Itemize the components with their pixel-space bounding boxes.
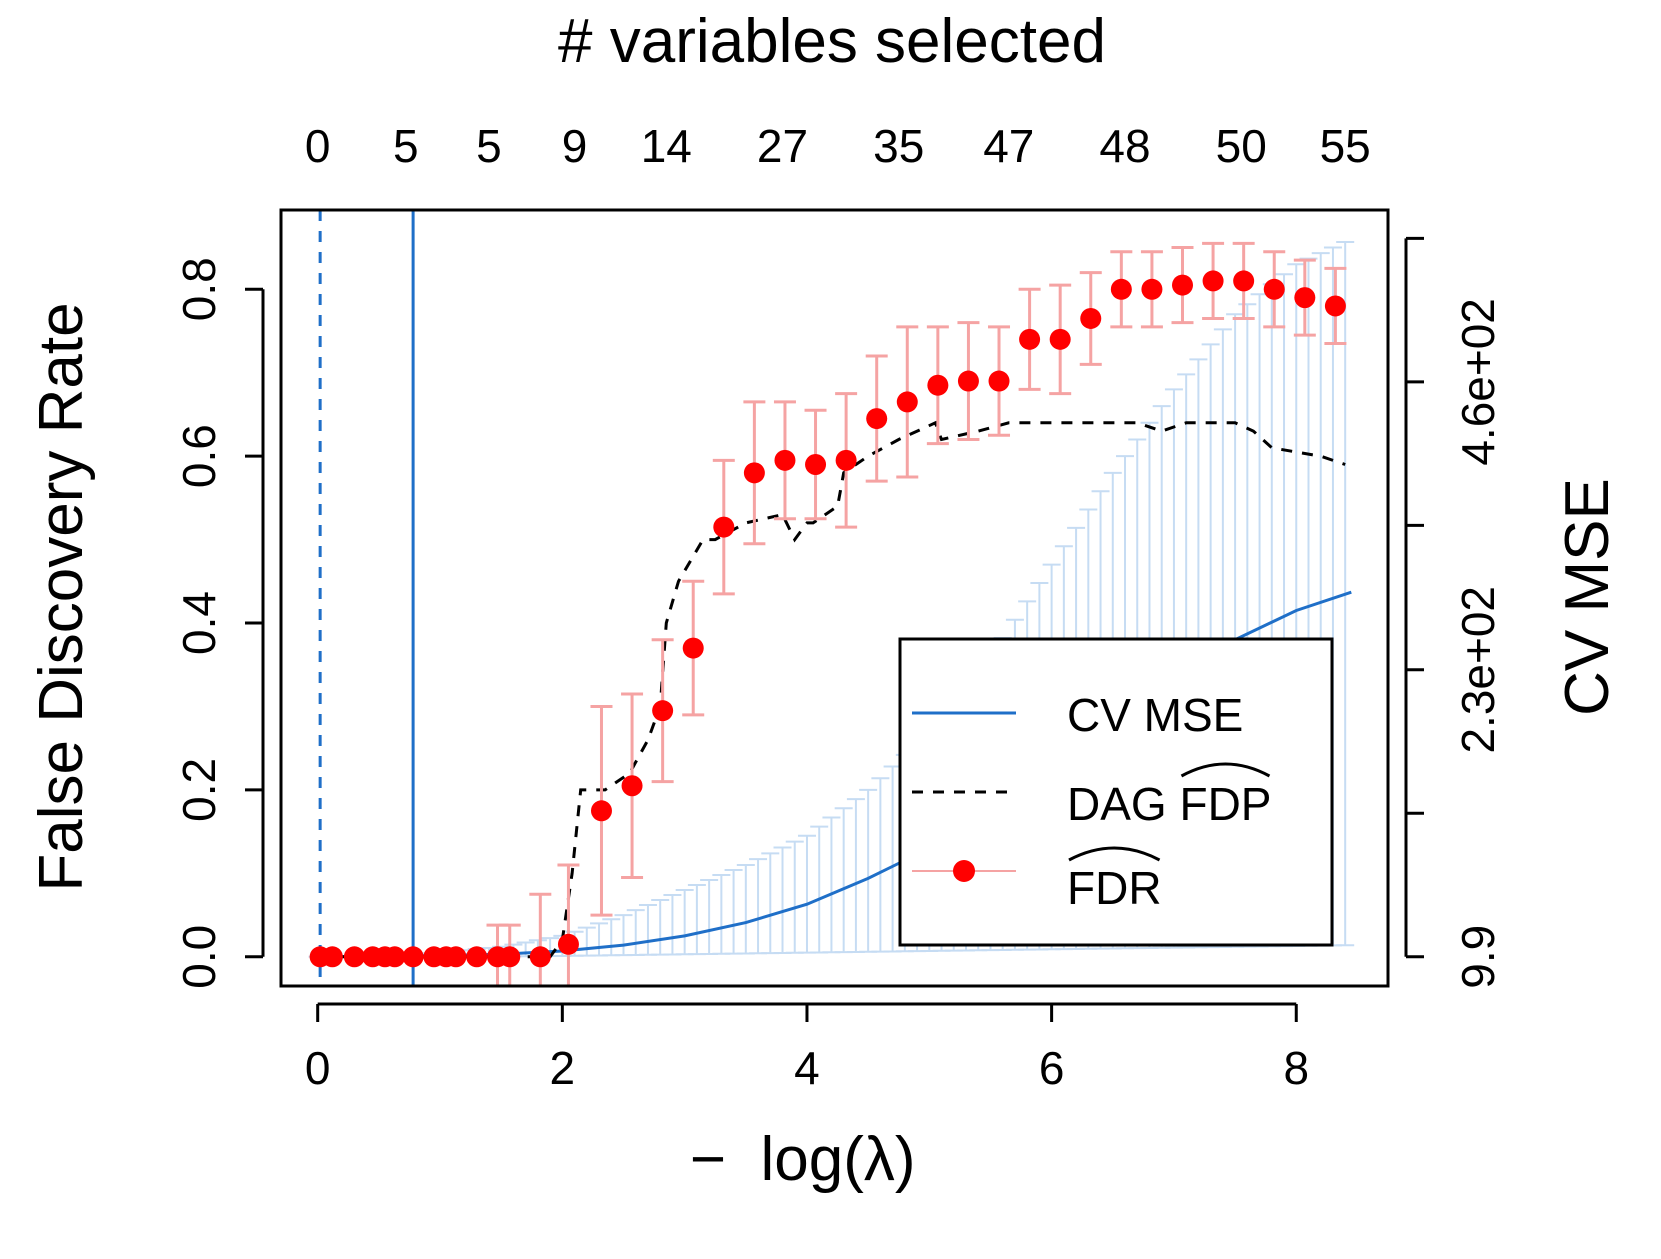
legend-label-fdr: FDR — [1067, 862, 1162, 914]
x-tick-label: 4 — [794, 1042, 820, 1094]
fdr-point — [927, 374, 949, 396]
top-tick-label: 5 — [393, 120, 419, 172]
x-tick-label: 8 — [1283, 1042, 1309, 1094]
top-tick-label: 35 — [873, 120, 924, 172]
fdr-point — [713, 516, 735, 538]
fdr-point — [1019, 328, 1041, 350]
top-axis-title: # variables selected — [558, 7, 1106, 76]
x-axis-title-text: log(λ) — [760, 1125, 915, 1194]
legend-label-fdp: FDP — [1179, 778, 1271, 830]
fdr-point — [652, 700, 674, 722]
fdr-point — [774, 449, 796, 471]
fdr-point — [402, 946, 424, 968]
x-tick-label: 0 — [305, 1042, 331, 1094]
fdr-point — [1233, 270, 1255, 292]
fdr-point — [529, 946, 551, 968]
legend-label-dag-prefix: DAG — [1067, 778, 1179, 830]
x-tick-label: 2 — [550, 1042, 576, 1094]
fdr-point — [466, 946, 488, 968]
fdr-point — [1202, 270, 1224, 292]
legend: CV MSE DAG FDP FDR — [898, 637, 1334, 947]
legend-label-fdr-word: FDR — [1067, 862, 1162, 914]
top-tick-label: 14 — [641, 120, 692, 172]
fdr-point — [1172, 274, 1194, 296]
legend-box — [898, 637, 1334, 947]
fdr-point — [343, 946, 365, 968]
y-tick-label: 0.8 — [173, 257, 225, 321]
y2-tick-label: 9.9 — [1452, 925, 1504, 989]
fdr-point — [1263, 278, 1285, 300]
top-tick-label: 50 — [1216, 120, 1267, 172]
lambda-lines — [318, 210, 415, 986]
y-tick-label: 0.2 — [173, 758, 225, 822]
x-tick-label: 6 — [1039, 1042, 1065, 1094]
fdr-point — [1141, 278, 1163, 300]
fdr-point — [805, 453, 827, 475]
legend-label-cv-mse: CV MSE — [1067, 689, 1243, 741]
fdr-point — [1110, 278, 1132, 300]
plot-frame — [279, 208, 1390, 988]
top-tick-label: 0 — [305, 120, 331, 172]
fdr-point — [499, 946, 521, 968]
fdr-point — [835, 449, 857, 471]
x-axis-title: − log(λ) — [690, 1125, 916, 1194]
y2-axis-title: CV MSE — [1553, 478, 1622, 716]
fdr-point — [866, 408, 888, 430]
fdr-points — [309, 241, 1347, 986]
y-axis-title: False Discovery Rate — [27, 302, 96, 891]
fdr-point — [988, 370, 1010, 392]
fdr-point — [1080, 307, 1102, 329]
top-tick-label: 48 — [1099, 120, 1150, 172]
fdp-hat-mark — [1180, 762, 1271, 778]
legend-label-dag-fdp: DAG FDP — [1067, 778, 1271, 830]
fdr-point — [321, 946, 343, 968]
y-tick-label: 0.6 — [173, 424, 225, 488]
fdr-point — [682, 637, 704, 659]
y2-tick-label: 2.3e+02 — [1452, 586, 1504, 754]
axes: 0 2 4 6 80.00.20.40.60.89.92.3e+024.6e+020 5 5… — [173, 120, 1504, 1094]
legend-swatch-fdr-point — [953, 860, 975, 882]
fdr-hat-mark — [1068, 846, 1161, 862]
fdr-point — [557, 933, 579, 955]
top-tick-label: 47 — [983, 120, 1034, 172]
top-tick-label: 27 — [757, 120, 808, 172]
fdr-point — [384, 946, 406, 968]
y-tick-label: 0.0 — [173, 925, 225, 989]
fdr-point — [621, 775, 643, 797]
y2-tick-label: 4.6e+02 — [1452, 298, 1504, 466]
fdr-point — [1049, 328, 1071, 350]
fdr-point — [1324, 295, 1346, 317]
y-tick-label: 0.4 — [173, 591, 225, 655]
fdr-point — [743, 462, 765, 484]
top-tick-label: 9 — [562, 120, 588, 172]
x-axis-title-sign: − — [690, 1125, 726, 1194]
top-tick-label: 5 — [476, 120, 502, 172]
fdr-point — [957, 370, 979, 392]
fdr-point — [896, 391, 918, 413]
top-tick-label: 55 — [1320, 120, 1371, 172]
fdr-point — [1294, 287, 1316, 309]
fdr-point — [445, 946, 467, 968]
fdr-point — [590, 800, 612, 822]
